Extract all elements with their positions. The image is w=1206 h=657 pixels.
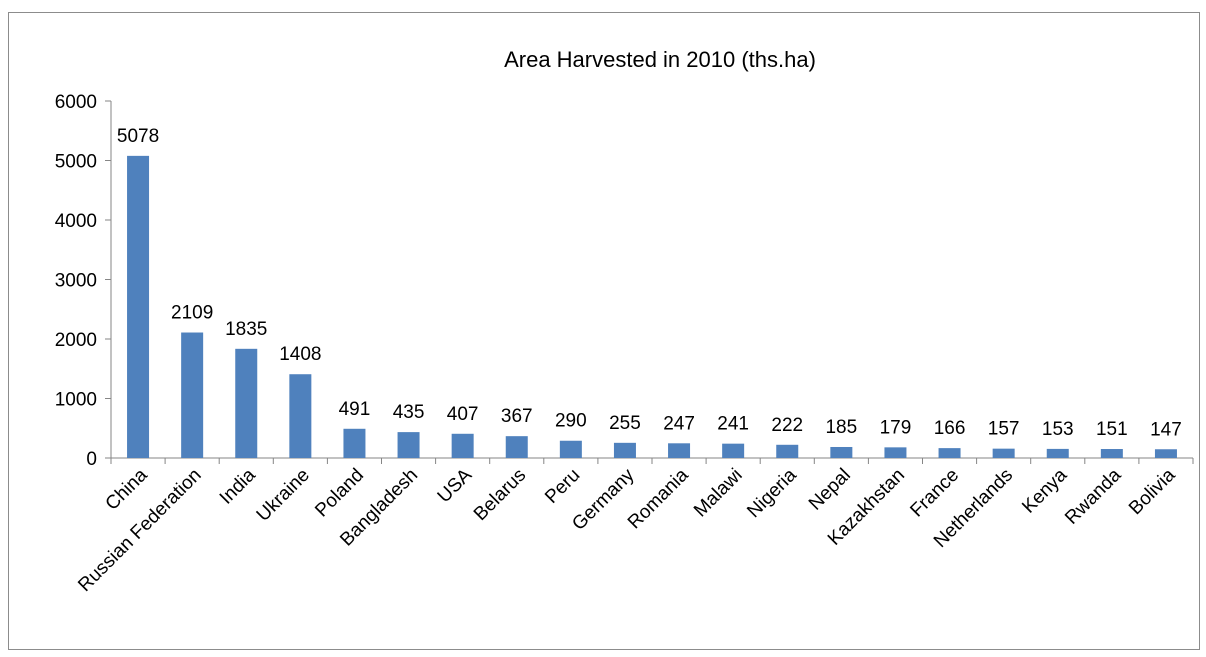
data-label: 157 [988,419,1020,440]
category-label: China [102,464,152,514]
category-label: Nepal [805,465,855,515]
data-label: 185 [825,417,857,438]
y-tick-label: 2000 [55,330,97,351]
data-label: 147 [1150,419,1182,440]
data-label: 222 [771,415,803,436]
y-tick-labels: 0 1000 2000 3000 4000 5000 6000 [55,92,97,470]
bar [1154,449,1177,458]
data-label: 367 [501,406,533,427]
data-label: 151 [1096,419,1128,440]
bar [1100,449,1123,458]
data-label: 491 [339,399,371,420]
bar [289,374,312,458]
chart-title: Area Harvested in 2010 (ths.ha) [504,47,816,72]
data-label: 2109 [171,303,213,324]
y-tick-label: 6000 [55,92,97,113]
category-label: Belarus [470,465,530,525]
bar [613,442,636,458]
category-label: India [216,464,260,508]
bar [505,436,528,458]
category-label: Peru [541,465,584,508]
category-label: Rwanda [1061,464,1125,528]
bar [938,448,961,458]
y-tick-label: 4000 [55,211,97,232]
bar [559,440,582,458]
bar [127,155,150,458]
data-label: 1408 [279,344,321,365]
y-tick-label: 1000 [55,390,97,411]
data-label: 435 [393,402,425,423]
bar [776,444,799,458]
bar [992,448,1015,458]
category-label: USA [434,464,477,507]
y-tick-label: 0 [86,449,97,470]
bar [397,432,420,458]
data-label: 290 [555,411,587,432]
bar [1046,448,1069,458]
data-label: 1835 [225,319,267,340]
y-tick-label: 5000 [55,152,97,173]
data-label: 247 [663,413,695,434]
bar [830,446,853,458]
category-label: Kenya [1018,464,1071,517]
bar [884,447,907,458]
data-label: 5078 [117,126,159,147]
category-label: Ukraine [253,465,314,526]
y-tick-label: 3000 [55,271,97,292]
data-label: 241 [717,414,749,435]
bar [722,443,745,458]
data-label: 179 [880,417,912,438]
data-labels: 5078 2109 1835 1408 491 435 407 367 290 255 247 241… [117,126,1182,440]
data-label: 255 [609,413,641,434]
data-label: 166 [934,418,966,439]
bar [181,332,204,458]
category-label: Malawi [690,465,747,522]
category-label: Nigeria [743,464,801,522]
data-label: 153 [1042,419,1074,440]
chart-axes [105,100,1194,464]
bar [668,443,691,458]
chart-frame [8,12,1200,650]
chart-bars [127,155,1177,458]
data-label: 407 [447,404,479,425]
bar [235,348,258,458]
category-label: Romania [624,464,693,533]
bar [451,433,474,458]
category-label: Bolivia [1125,464,1180,519]
bar [343,428,366,458]
